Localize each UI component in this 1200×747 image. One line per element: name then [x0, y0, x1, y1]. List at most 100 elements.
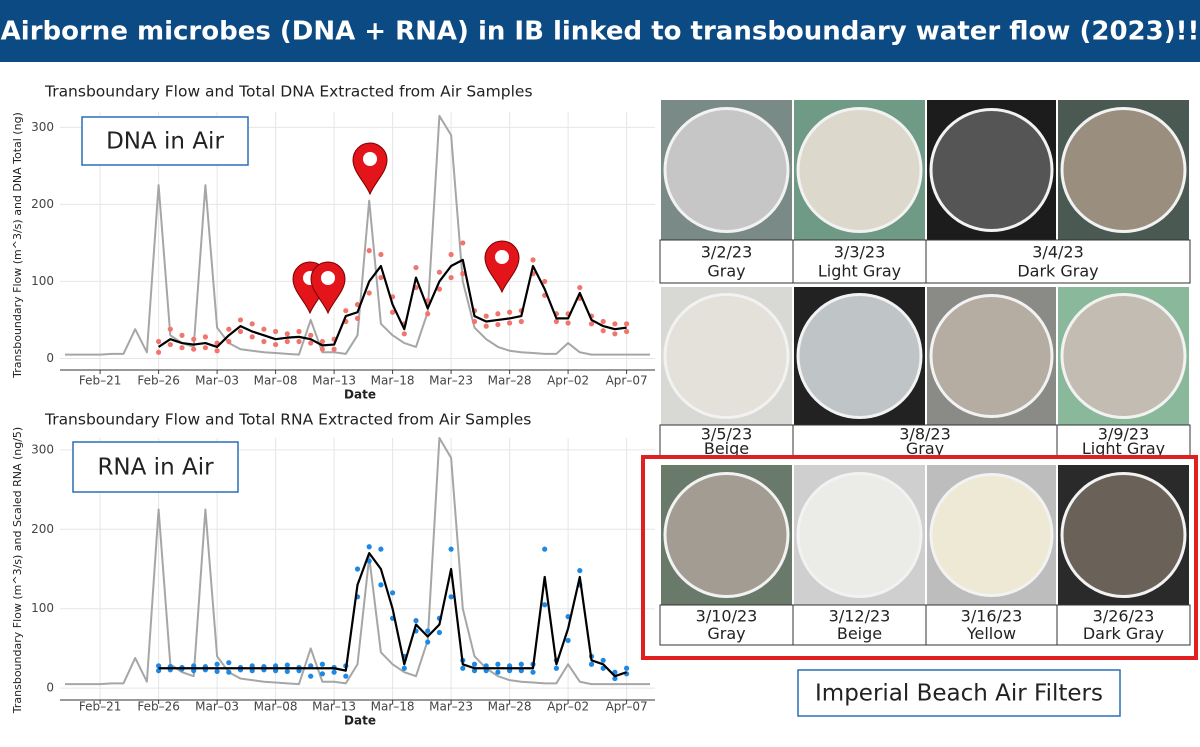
inset-box [81, 116, 249, 166]
line [158, 552, 627, 678]
point [273, 341, 279, 348]
point [167, 341, 173, 348]
point [577, 567, 583, 574]
label-cell [792, 424, 1058, 459]
filter-disc [796, 107, 923, 233]
line [157, 258, 627, 348]
pin [484, 240, 520, 294]
caption: Imperial Beach Air Filters [815, 681, 1103, 707]
point [273, 328, 279, 335]
x-tick-label: Apr–02 [547, 374, 589, 388]
pin [352, 142, 388, 196]
point [542, 278, 548, 285]
inset-label: RNA in Air [97, 455, 214, 481]
point [413, 264, 419, 271]
filter-color: Yellow [966, 624, 1016, 643]
point [495, 669, 501, 675]
y-tick-label: 200 [31, 197, 54, 211]
point [296, 338, 302, 345]
point [471, 661, 478, 667]
filter-color: Gray [707, 624, 745, 643]
point [366, 248, 372, 254]
point [588, 661, 595, 667]
y-tick-label: 300 [31, 442, 54, 456]
point [366, 544, 372, 550]
filter-date: 3/4/23 [1032, 242, 1084, 261]
x-tick-label: Mar–03 [195, 374, 239, 388]
point [483, 313, 489, 319]
point [378, 251, 384, 258]
x-tick-label: Mar–03 [195, 700, 239, 714]
x-tick-label: Mar–18 [371, 374, 415, 388]
point [448, 594, 454, 600]
point [296, 328, 302, 335]
chart-title: Transboundary Flow and Total DNA Extract… [44, 83, 533, 101]
x-tick-label: Feb–26 [137, 374, 180, 388]
point [530, 669, 536, 675]
point [542, 602, 548, 608]
filter-date: 3/26/23 [1093, 607, 1155, 626]
point [436, 269, 442, 275]
filter-color: Gray [906, 439, 944, 458]
point [331, 346, 337, 352]
point [495, 321, 501, 328]
point [319, 338, 325, 345]
label-cell [925, 604, 1058, 646]
x-tick-label: Apr–07 [606, 374, 648, 388]
point [425, 311, 431, 317]
y-tick-label: 0 [46, 351, 54, 365]
point [600, 318, 606, 325]
filter-disc [929, 108, 1054, 232]
point [179, 332, 185, 338]
point [530, 257, 536, 263]
x-tick-label: Mar–18 [371, 700, 415, 714]
point [436, 286, 442, 292]
label-cell [659, 424, 794, 459]
point [261, 326, 267, 332]
point [237, 328, 244, 335]
point [460, 665, 466, 671]
point [284, 668, 290, 675]
point [507, 320, 513, 326]
filter-date: 3/10/23 [696, 607, 758, 626]
label-cell [925, 239, 1191, 284]
point [518, 661, 524, 667]
point [284, 331, 290, 337]
point [495, 661, 501, 667]
point [612, 331, 618, 337]
point [354, 315, 361, 321]
point [331, 669, 337, 675]
filter-date: 3/8/23 [899, 424, 951, 443]
label-cell [1056, 424, 1191, 459]
chart-title: Transboundary Flow and Total RNA Extract… [44, 411, 531, 429]
point [319, 346, 325, 352]
point [448, 274, 454, 281]
point [226, 669, 232, 675]
y-tick-label: 200 [31, 522, 54, 536]
inset-box [72, 441, 239, 493]
point [214, 348, 220, 354]
point [483, 323, 489, 329]
point [308, 340, 314, 346]
point [179, 345, 185, 351]
point [343, 308, 349, 314]
point [542, 546, 548, 552]
filter-color: Dark Gray [1083, 624, 1164, 643]
x-tick-label: Mar–13 [312, 700, 356, 714]
point [249, 321, 255, 327]
point [612, 321, 618, 327]
x-tick-label: Apr–02 [547, 700, 589, 714]
x-tick-label: Mar–28 [488, 700, 532, 714]
point [518, 318, 524, 325]
x-axis-label: Date [344, 388, 376, 402]
filter-color: Light Gray [818, 261, 901, 280]
filter-date: 3/3/23 [834, 242, 886, 261]
y-tick-label: 0 [46, 681, 54, 695]
point [156, 338, 162, 345]
point [507, 309, 513, 315]
filter-disc [1060, 472, 1187, 598]
point [624, 665, 630, 671]
filter-color: Light Gray [1082, 439, 1165, 458]
y-axis-label: Transboundary Flow (m^3/s) and Scaled RN… [11, 427, 24, 714]
